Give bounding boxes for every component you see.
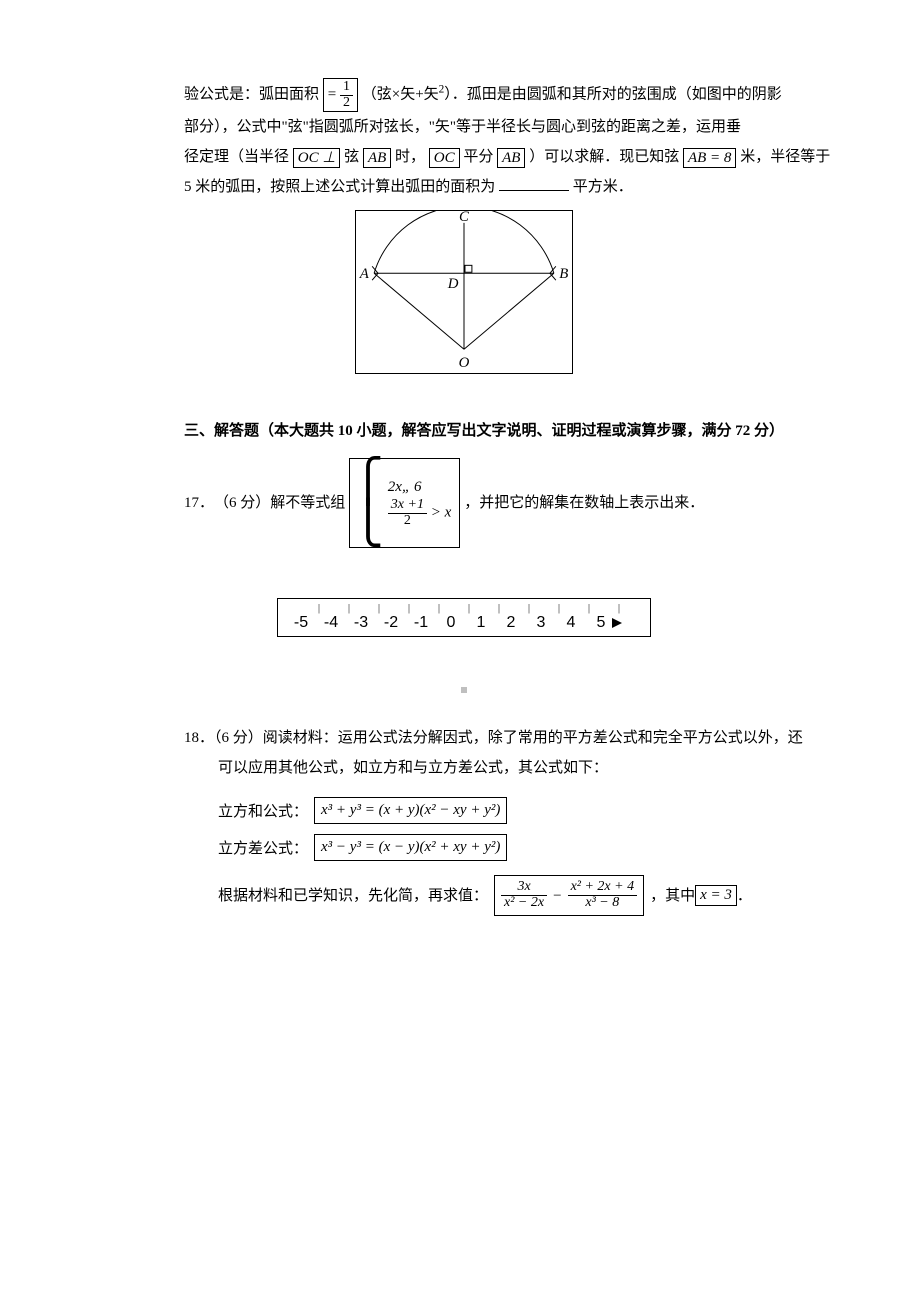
fraction-box: = 1 2: [323, 78, 358, 112]
arc-field-figure: C A B D O: [78, 210, 850, 379]
question-18-line1: 18．（6 分）阅读材料：运用公式法分解因式，除了常用的平方差公式和完全平方公式…: [78, 723, 850, 753]
points: （6 分）: [214, 488, 270, 518]
text: ，并把它的解集在数轴上表示出来．: [464, 488, 704, 518]
x-value-box: x = 3: [695, 885, 737, 906]
tick-marks: |||||||||||: [286, 603, 642, 614]
text: （弦×矢+矢: [362, 87, 439, 103]
question-18-task: 根据材料和已学知识，先化简，再求值： 3x x² − 2x − x² + 2x …: [78, 875, 850, 915]
label-o: O: [459, 355, 470, 371]
question-17: 17． （6 分） 解不等式组 ⎧⎩ 2x„ 6 3x +1 2 > x ，并把…: [78, 458, 850, 548]
problem-16-line3: 径定理（当半径 OC ⊥ 弦 AB 时， OC 平分 AB ）可以求解．现已知弦…: [78, 142, 850, 172]
box-ab-eq-8: AB = 8: [683, 148, 736, 169]
label-b: B: [559, 267, 568, 283]
label-c: C: [459, 210, 469, 225]
cube-sum-formula: 立方和公式： x³ + y³ = (x + y)(x² − xy + y²): [78, 797, 850, 824]
expression-box: 3x x² − 2x − x² + 2x + 4 x³ − 8: [494, 875, 644, 915]
inequality-system-box: ⎧⎩ 2x„ 6 3x +1 2 > x: [349, 458, 460, 548]
answer-blank[interactable]: [499, 175, 569, 192]
points: （6 分）: [214, 730, 263, 746]
problem-16-line4: 5 米的弧田，按照上述公式计算出弧田的面积为 平方米．: [78, 172, 850, 202]
label: 立方差公式：: [218, 837, 308, 858]
box-oc-perp: OC ⊥: [293, 148, 341, 169]
label-d: D: [447, 276, 459, 292]
page-marker-icon: [461, 687, 467, 693]
label-a: A: [359, 267, 370, 283]
question-number: 17．: [184, 488, 214, 518]
brace-icon: ⎧⎩: [352, 461, 386, 545]
box-oc: OC: [429, 148, 460, 169]
row-2: 3x +1 2 > x: [386, 497, 453, 529]
problem-16-continuation: 验公式是：弧田面积 = 1 2 （弦×矢+矢2）．孤田是由圆弧和其所对的弦围成（…: [78, 78, 850, 112]
numberline-figure: ||||||||||| -5 -4 -3 -2 -1 0 1 2 3 4 5: [78, 598, 850, 637]
problem-16-line2: 部分），公式中"弦"指圆弧所对弦长，"矢"等于半径长与圆心到弦的距离之差，运用垂: [78, 112, 850, 142]
question-number: 18．: [184, 730, 214, 746]
row-1: 2x„ 6: [386, 477, 453, 497]
box-ab: AB: [497, 148, 525, 169]
cube-diff-formula: 立方差公式： x³ − y³ = (x − y)(x² + xy + y²): [78, 834, 850, 861]
label: 立方和公式：: [218, 800, 308, 821]
box-ab: AB: [363, 148, 391, 169]
formula-box: x³ − y³ = (x − y)(x² + xy + y²): [314, 834, 507, 861]
section-3-title: 三、解答题（本大题共 10 小题，解答应写出文字说明、证明过程或演算步骤，满分 …: [78, 419, 850, 440]
formula-box: x³ + y³ = (x + y)(x² − xy + y²): [314, 797, 507, 824]
text: 验公式是：弧田面积: [184, 87, 319, 103]
question-18-line2: 可以应用其他公式，如立方和与立方差公式，其公式如下：: [78, 753, 850, 783]
text: ）．孤田是由圆弧和其所对的弦围成（如图中的阴影: [444, 87, 782, 103]
arrow-right-icon: [612, 618, 642, 628]
text: 解不等式组: [270, 488, 345, 518]
number-labels: -5 -4 -3 -2 -1 0 1 2 3 4 5: [286, 614, 642, 632]
